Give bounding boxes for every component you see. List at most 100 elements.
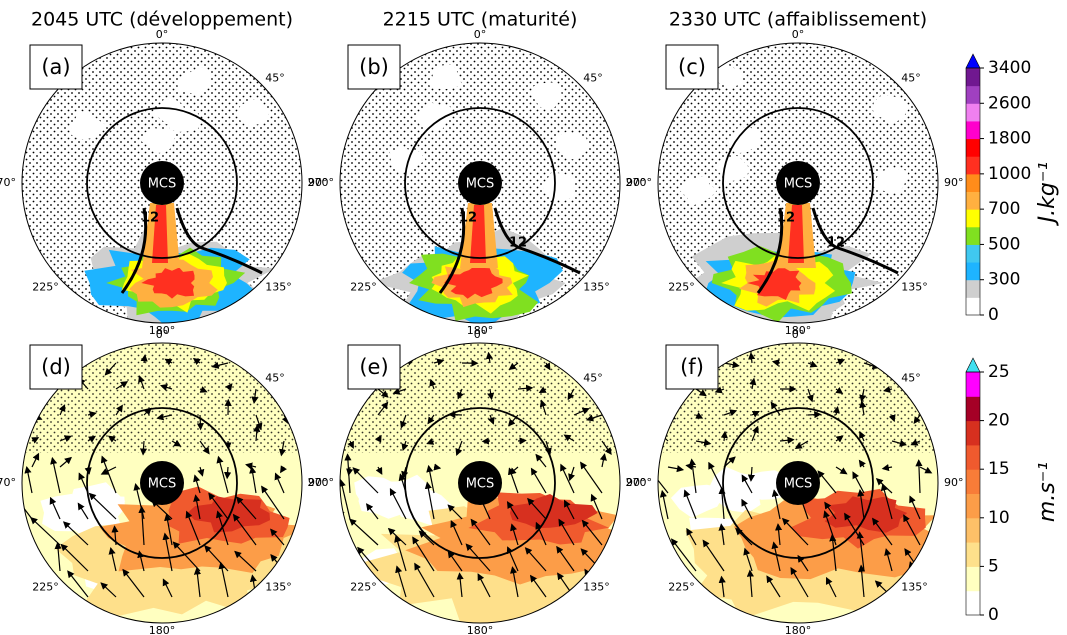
wind-arrow [538,386,547,394]
colorbar-tick-label: 0 [988,605,999,625]
colorbar-segment [966,191,980,210]
colorbar-segment [966,85,980,104]
panel-label-box [347,44,401,90]
contour [120,207,263,294]
wind-arrow [115,381,129,390]
angle-label: 180° [785,624,812,635]
wind-arrow [567,388,575,401]
wind-arrow [749,377,757,390]
colorbar-segment [966,244,980,263]
wind-arrow [558,518,575,546]
wind-arrow [280,465,287,474]
mcs-disc [776,161,820,205]
wind-arrow [817,470,837,494]
colorbar-tick-label: 5 [988,556,999,576]
angle-label: 270° [308,476,335,489]
inner-ring [404,107,556,259]
angle-label: 90° [626,476,646,489]
colorbar-segment [966,173,980,192]
wind-arrow [347,440,354,449]
angle-label: 45° [901,371,921,384]
wind-arrow [884,548,893,572]
wind-arrow [487,414,495,425]
wind-arrow [283,388,296,395]
wind-arrow [564,499,575,520]
wind-arrow [159,383,173,391]
wind-arrow [171,439,182,447]
mcs-label: MCS [784,477,813,492]
wind-arrow [50,456,61,494]
outer-ring [657,42,939,324]
wind-arrow [658,563,669,598]
wind-arrow [392,387,407,395]
wind-arrow [857,489,865,520]
wind-arrow [274,472,285,494]
mcs-disc [458,161,502,205]
wind-arrow [344,453,352,494]
wind-arrow [196,414,204,431]
panel-label-box [29,344,83,390]
wind-arrow [216,455,229,494]
wind-arrow [580,461,603,494]
wind-arrow [164,358,173,366]
field [71,110,108,140]
colorbar-segment [966,297,980,316]
angle-label: 225° [32,581,59,594]
wind-arrow [835,466,848,475]
wind-arrow [913,414,921,425]
wind-arrow [100,582,117,598]
angle-label: 90° [944,176,964,189]
wind-arrow [565,362,575,370]
wind-arrow [424,481,435,520]
wind-arrow [741,498,753,520]
wind-arrow [426,464,435,494]
wind-arrow [349,518,379,546]
colorbar-segment [966,156,980,175]
colorbar-tick-label: 300 [988,270,1020,290]
colorbar-extend [965,53,981,69]
wind-arrow [426,438,435,445]
colorbar-tick-label: 3400 [988,58,1031,78]
colorbar-label: m.s⁻¹ [1035,462,1060,522]
angle-label: 90° [308,476,328,489]
angle-label: 45° [265,371,285,384]
wind-arrow [751,425,759,442]
wind-arrow [748,352,756,364]
wind-arrow [62,521,89,546]
wind-arrow [31,452,40,468]
wind-arrow [807,411,822,419]
wind-arrow [510,523,519,546]
mcs-label: MCS [148,177,177,192]
angle-label: 90° [626,176,646,189]
wind-arrow [667,465,685,473]
angle-label: 225° [350,281,377,294]
colorbar-tick-label: 1000 [988,164,1031,184]
angle-label: 45° [901,71,921,84]
panel-label: (b) [359,55,389,79]
wind-arrow [107,435,117,443]
wind-arrow [695,438,712,447]
wind-arrow [832,405,840,416]
angle-label: 225° [32,281,59,294]
wind-arrow [164,513,173,546]
wind-arrow [447,504,463,520]
wind-arrow [58,404,66,416]
colorbar-segment [966,420,980,446]
wind-arrow [261,485,285,520]
angle-label: 0° [156,28,169,41]
contour-label: 12 [141,211,159,226]
colorbar-tick-label: 700 [988,199,1020,219]
angle-label: 225° [668,581,695,594]
angle-label: 270° [626,176,653,189]
inner-ring [722,407,874,559]
angle-label: 45° [583,71,603,84]
wind-arrow [249,361,258,369]
wind-arrow [601,440,612,456]
wind-arrow [278,350,286,364]
wind-arrow [401,440,409,452]
wind-arrow [140,354,148,364]
wind-arrow [883,385,893,393]
angle-label: 0° [156,328,169,341]
wind-arrow [859,388,867,403]
colorbar-segment [966,493,980,519]
